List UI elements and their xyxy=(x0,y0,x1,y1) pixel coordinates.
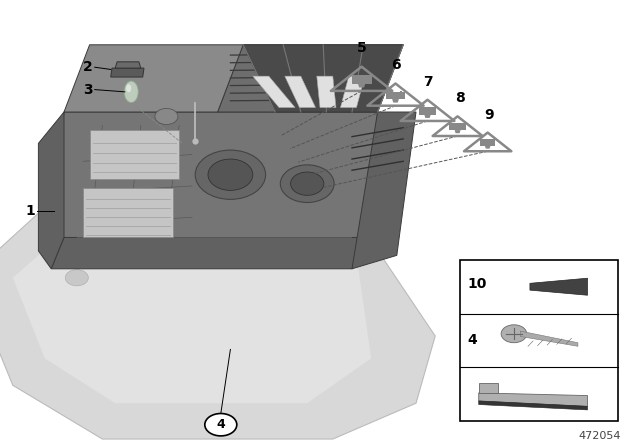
Text: 4: 4 xyxy=(467,333,477,348)
Polygon shape xyxy=(485,146,490,149)
Bar xyxy=(462,123,463,126)
Polygon shape xyxy=(77,121,365,237)
Polygon shape xyxy=(392,99,399,103)
Circle shape xyxy=(272,244,291,258)
Polygon shape xyxy=(64,45,243,112)
Bar xyxy=(387,91,404,99)
Circle shape xyxy=(118,253,138,267)
Text: 7: 7 xyxy=(422,75,433,89)
Bar xyxy=(355,74,356,79)
Circle shape xyxy=(501,325,527,343)
Text: 2: 2 xyxy=(83,60,93,74)
Polygon shape xyxy=(424,115,431,118)
Polygon shape xyxy=(479,393,588,406)
Polygon shape xyxy=(90,130,179,179)
Polygon shape xyxy=(51,112,378,237)
Polygon shape xyxy=(115,62,141,68)
Bar xyxy=(400,91,402,95)
Bar xyxy=(449,124,466,130)
Polygon shape xyxy=(285,76,316,108)
Polygon shape xyxy=(13,233,371,403)
Polygon shape xyxy=(253,76,295,108)
Circle shape xyxy=(155,108,178,125)
Circle shape xyxy=(291,172,324,195)
Text: 5: 5 xyxy=(356,41,367,55)
Polygon shape xyxy=(111,68,144,77)
Text: 10: 10 xyxy=(467,277,486,292)
Bar xyxy=(482,139,484,142)
Ellipse shape xyxy=(124,81,138,103)
Bar xyxy=(419,108,436,115)
Bar xyxy=(492,139,493,142)
Bar xyxy=(367,74,369,79)
Polygon shape xyxy=(340,76,365,108)
Bar xyxy=(480,139,495,146)
Bar xyxy=(460,260,618,421)
Text: 8: 8 xyxy=(454,91,465,105)
Text: 6: 6 xyxy=(390,58,401,72)
Polygon shape xyxy=(0,202,435,439)
Bar xyxy=(389,91,391,95)
Polygon shape xyxy=(51,237,365,269)
Circle shape xyxy=(195,235,214,249)
Text: 3: 3 xyxy=(83,82,93,97)
Polygon shape xyxy=(83,188,173,237)
Circle shape xyxy=(195,150,266,199)
Polygon shape xyxy=(218,45,403,112)
Polygon shape xyxy=(317,76,336,108)
Polygon shape xyxy=(479,383,498,393)
Text: 9: 9 xyxy=(484,108,494,122)
Bar xyxy=(452,123,453,126)
Polygon shape xyxy=(479,401,588,410)
Circle shape xyxy=(208,159,253,190)
Polygon shape xyxy=(243,45,403,112)
Bar xyxy=(421,107,423,111)
Polygon shape xyxy=(358,84,365,87)
Polygon shape xyxy=(520,331,578,346)
Bar xyxy=(351,75,372,84)
Polygon shape xyxy=(454,130,461,133)
Circle shape xyxy=(65,270,88,286)
Circle shape xyxy=(205,414,237,436)
Polygon shape xyxy=(530,278,588,295)
Circle shape xyxy=(280,165,334,202)
Text: 4: 4 xyxy=(216,418,225,431)
Bar xyxy=(432,107,434,111)
Text: 1: 1 xyxy=(26,203,35,218)
Text: 472054: 472054 xyxy=(579,431,621,441)
Polygon shape xyxy=(38,112,64,269)
Polygon shape xyxy=(352,112,416,269)
Ellipse shape xyxy=(126,84,131,92)
